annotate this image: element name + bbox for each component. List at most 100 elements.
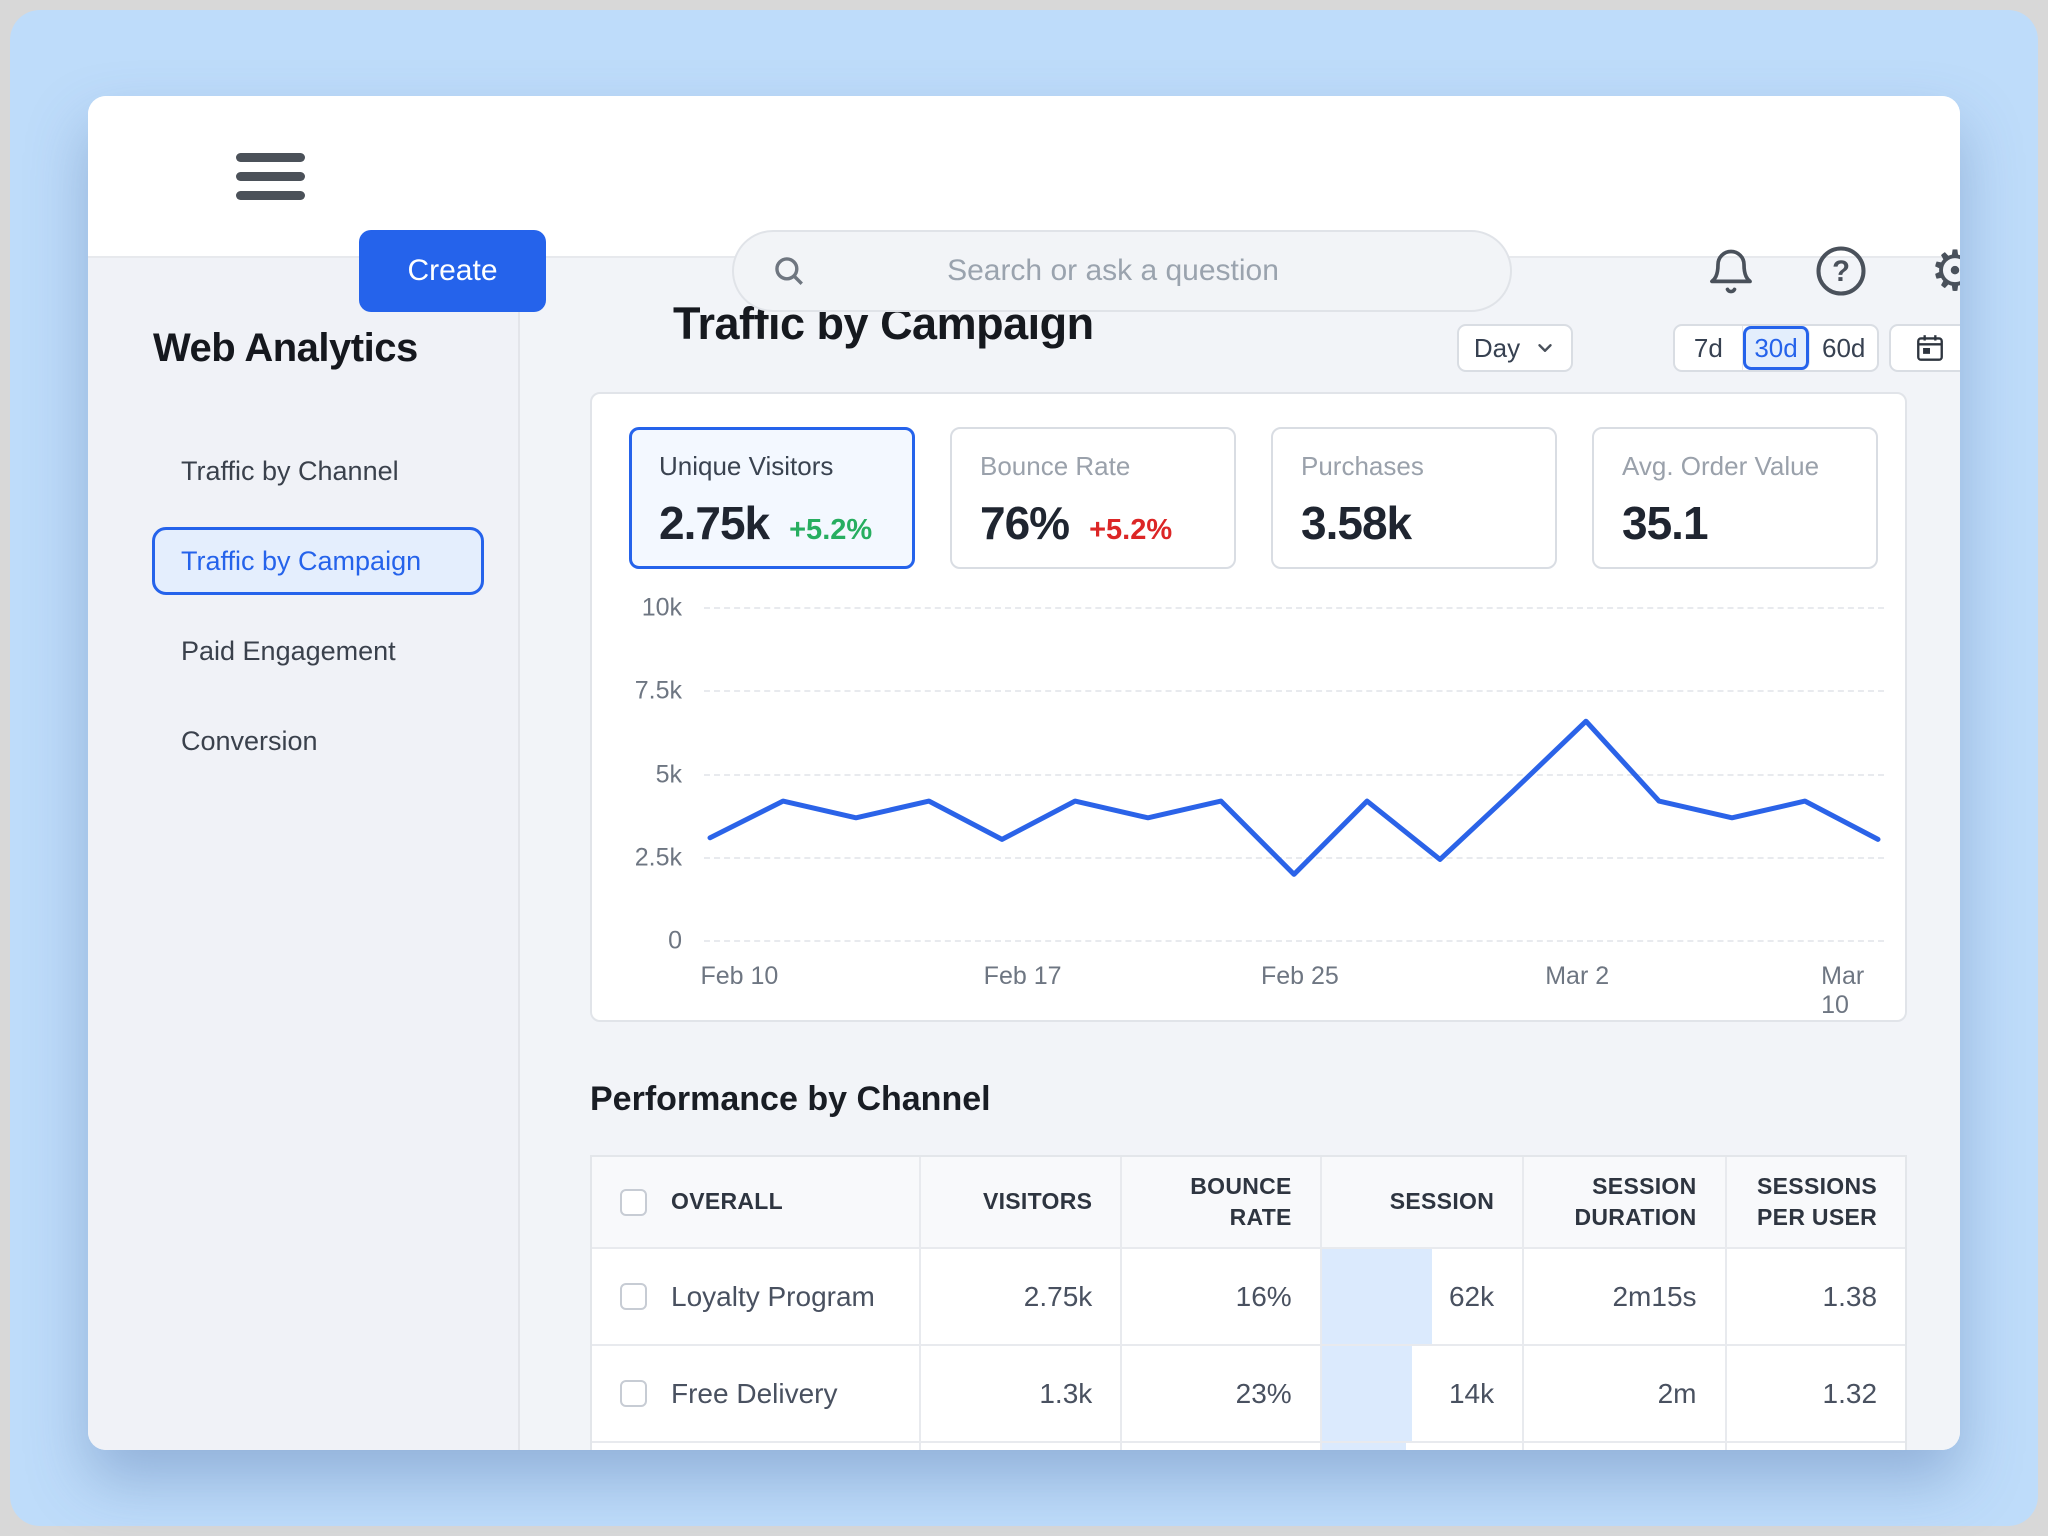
column-header-session: SESSION [1322,1157,1525,1247]
row-checkbox[interactable] [620,1380,647,1407]
gear-icon: ⚙ [1929,239,1960,302]
session-bar [1321,1249,1432,1344]
column-header-bounce-rate: BOUNCE RATE [1122,1157,1322,1247]
chevron-down-icon [1538,344,1552,352]
date-picker-button[interactable] [1889,324,1960,372]
stat-value-row: 76% +5.2% [980,496,1206,550]
x-axis-label: Feb 25 [1260,962,1339,990]
sidebar-item-label: Traffic by Channel [181,455,399,486]
table-row: Loyalty Program 2.75k 16% 62k 2m15s 1.38 [592,1249,1905,1346]
x-axis-label: Mar 2 [1545,962,1610,990]
row-checkbox[interactable] [620,1283,647,1310]
stat-value: 3.58k [1301,497,1412,549]
x-axis-labels: Feb 10 Feb 17 Feb 25 Mar 2 Mar 10 [700,962,1884,1019]
cell-bounce_rate: 16% [1122,1249,1322,1344]
sidebar-item-traffic-by-campaign[interactable]: Traffic by Campaign [152,527,484,595]
cell-session_duration: 2m15s [1524,1249,1727,1344]
gridline [704,856,1884,859]
search-input[interactable] [806,232,1510,310]
range-option-30d[interactable]: 30d [1742,326,1811,370]
help-button[interactable]: ? [1809,239,1873,303]
cell-value: 1.32 [1822,1377,1878,1409]
gridline [704,940,1884,942]
y-axis-label: 2.5k [634,843,682,872]
stat-label: Purchases [1301,451,1424,481]
column-header-label: OVERALL [671,1188,783,1215]
table-header-row: OVERALL VISITORS BOUNCE RATE SESSION SESSION… [592,1157,1905,1249]
line-chart [704,606,1884,946]
column-header-label: BOUNCE RATE [1190,1172,1292,1230]
table-row-clipped [592,1443,1905,1450]
cell-sessions_per_user [1727,1443,1906,1450]
sidebar-item-label: Paid Engagement [181,635,396,666]
range-option-7d[interactable]: 7d [1675,326,1743,370]
sidebar-item-traffic-by-channel[interactable]: Traffic by Channel [152,437,484,505]
cell-value: 1.38 [1822,1280,1878,1312]
stat-cards: Unique Visitors 2.75k +5.2% Bounce Rate 76% +… [629,427,1878,569]
notifications-button[interactable] [1699,239,1763,303]
stat-label: Unique Visitors [659,451,834,481]
settings-button[interactable]: ⚙ [1923,239,1960,303]
column-header-session-duration: SESSION DURATION [1524,1157,1727,1247]
chart-line [707,718,1881,877]
hamburger-menu-icon[interactable] [236,153,305,200]
sidebar: Web Analytics Traffic by Channel Traffic … [88,258,520,1450]
column-header-sessions-per-user: SESSIONS PER USER [1727,1157,1906,1247]
app-window: Create ? ⚙ Web Analytics Traffic by Chan… [88,96,1960,1450]
gridline [704,607,1884,609]
x-axis-label: Feb 10 [700,962,779,990]
cell-value: 62k [1448,1280,1495,1312]
cell-session: 14k [1321,1346,1525,1441]
range-option-60d[interactable]: 60d [1821,332,1866,363]
cell-value: 14k [1448,1377,1495,1409]
gridline [704,773,1884,776]
sidebar-item-label: Traffic by Campaign [181,545,422,576]
sidebar-item-conversion[interactable]: Conversion [152,707,484,775]
stat-value-row: 35.1 [1622,496,1848,550]
stat-card-unique-visitors[interactable]: Unique Visitors 2.75k +5.2% [629,427,915,569]
cell-value: 2m15s [1612,1280,1697,1312]
cell-channel [592,1443,921,1450]
sidebar-item-paid-engagement[interactable]: Paid Engagement [152,617,484,685]
cell-value: 2.75k [1023,1280,1093,1312]
stat-value-row: 2.75k +5.2% [659,496,885,550]
cell-visitors [921,1443,1123,1450]
stat-card-purchases[interactable]: Purchases 3.58k [1271,427,1557,569]
cell-bounce_rate: 23% [1122,1346,1322,1441]
stat-value: 35.1 [1622,497,1709,549]
cell-value: Loyalty Program [671,1280,875,1312]
sidebar-title: Web Analytics [153,326,418,370]
sidebar-nav: Traffic by Channel Traffic by Campaign Pai… [88,437,518,775]
cell-sessions_per_user: 1.32 [1727,1346,1906,1441]
cell-session_duration: 2m [1524,1346,1727,1441]
column-header-label: SESSION [1389,1188,1495,1215]
cell-visitors: 2.75k [921,1249,1123,1344]
column-header-overall: OVERALL [592,1157,921,1247]
chart-svg [707,718,1881,877]
performance-table: OVERALL VISITORS BOUNCE RATE SESSION SESSION… [590,1155,1907,1450]
select-all-checkbox[interactable] [620,1188,647,1216]
stat-value-row: 3.58k [1301,496,1527,550]
range-toggle: 7d 30d 60d [1673,324,1879,372]
calendar-icon [1917,335,1943,361]
bell-icon [1710,249,1752,294]
y-axis-label: 7.5k [634,676,682,705]
stat-card-bounce-rate[interactable]: Bounce Rate 76% +5.2% [950,427,1236,569]
session-bar [1321,1443,1406,1450]
y-axis-labels: 0 2.5k 5k 7.5k 10k [604,594,682,955]
y-axis-label: 0 [668,926,682,955]
cell-sessions_per_user: 1.38 [1727,1249,1906,1344]
svg-text:?: ? [1832,256,1850,288]
create-button[interactable]: Create [359,230,546,312]
column-header-label: SESSIONS PER USER [1757,1172,1878,1230]
y-axis-label: 10k [641,593,682,622]
stat-card-avg-order-value[interactable]: Avg. Order Value 35.1 [1592,427,1878,569]
granularity-select[interactable]: Day [1457,324,1573,372]
cell-bounce_rate [1122,1443,1322,1450]
cell-value: 16% [1235,1280,1292,1312]
search-bar[interactable] [732,230,1512,312]
y-axis-label: 5k [655,760,682,788]
x-axis-label: Mar 10 [1821,962,1865,1019]
question-icon: ? [1816,246,1866,296]
cell-value: 1.3k [1039,1377,1093,1409]
